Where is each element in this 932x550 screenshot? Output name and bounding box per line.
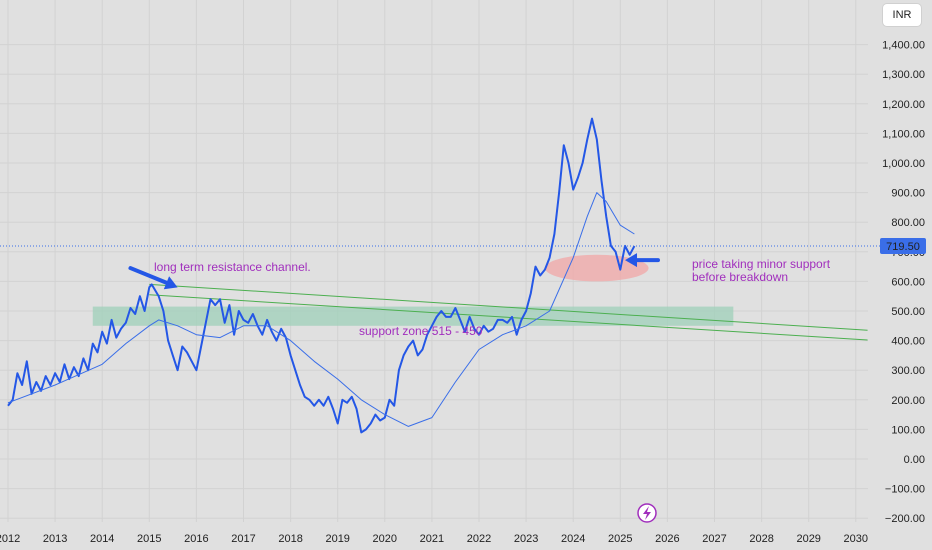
arrow-shaft-0 (128, 266, 169, 285)
y-tick-label-10: 400.00 (891, 336, 925, 348)
annotation-0: long term resistance channel. (154, 260, 311, 274)
x-tick-label-7: 2019 (325, 533, 349, 545)
x-tick-label-15: 2027 (702, 533, 726, 545)
x-tick-label-2: 2014 (90, 533, 114, 545)
x-axis: 2012 2013 2014 2015 2016 2017 2018 2019 2020 2021… (0, 533, 868, 545)
last-price-tag: 719.50 (880, 238, 926, 255)
y-axis: 1,400.00 1,300.00 1,200.00 1,100.00 1,000.00… (882, 40, 925, 526)
y-tick-label-6: 800.00 (891, 217, 925, 229)
y-tick-label-15: −100.00 (885, 484, 925, 496)
series-line-0 (7, 117, 636, 434)
annotation-1: support zone 515 - 450 (359, 324, 483, 338)
y-tick-label-5: 900.00 (891, 188, 925, 200)
arrows (128, 253, 660, 290)
x-tick-label-9: 2021 (420, 533, 444, 545)
y-tick-label-3: 1,100.00 (882, 128, 925, 140)
currency-badge[interactable]: INR (883, 4, 921, 26)
y-tick-label-14: 0.00 (904, 454, 925, 466)
last-price-badge (880, 238, 926, 255)
y-tick-label-0: 1,400.00 (882, 40, 925, 52)
support-zone (92, 306, 734, 326)
x-tick-label-6: 2018 (278, 533, 302, 545)
x-tick-label-12: 2024 (561, 533, 585, 545)
x-tick-label-4: 2016 (184, 533, 208, 545)
y-tick-label-11: 300.00 (891, 365, 925, 377)
x-tick-label-5: 2017 (231, 533, 255, 545)
x-tick-label-11: 2023 (514, 533, 538, 545)
x-tick-label-13: 2025 (608, 533, 632, 545)
x-tick-label-16: 2028 (749, 533, 773, 545)
x-tick-label-3: 2015 (137, 533, 161, 545)
annotations: long term resistance channel. support zon… (154, 257, 831, 338)
y-tick-label-12: 200.00 (891, 395, 925, 407)
y-tick-label-2: 1,200.00 (882, 99, 925, 111)
x-tick-label-0: 2012 (0, 533, 20, 545)
annotation-3: before breakdown (692, 270, 788, 284)
channel-line-1 (149, 294, 868, 341)
x-tick-label-17: 2029 (796, 533, 820, 545)
y-tick-label-4: 1,000.00 (882, 158, 925, 170)
lightning-icon[interactable] (637, 503, 657, 523)
last-price-label: 719.50 (886, 241, 920, 253)
x-tick-label-1: 2013 (43, 533, 67, 545)
x-tick-label-8: 2020 (373, 533, 397, 545)
y-tick-label-13: 100.00 (891, 424, 925, 436)
channel-line-0 (149, 283, 868, 331)
y-tick-label-9: 500.00 (891, 306, 925, 318)
x-tick-label-14: 2026 (655, 533, 679, 545)
annotation-2: price taking minor support (692, 257, 831, 271)
series-group (0, 117, 880, 434)
arrow-head-1 (625, 253, 638, 268)
x-tick-label-10: 2022 (467, 533, 491, 545)
x-tick-label-18: 2030 (844, 533, 868, 545)
y-tick-label-1: 1,300.00 (882, 69, 925, 81)
resistance-channel (149, 283, 868, 341)
arrow-head-0 (163, 276, 178, 290)
y-tick-label-16: −200.00 (885, 513, 925, 525)
series-line-1 (7, 192, 635, 427)
y-tick-label-8: 600.00 (891, 276, 925, 288)
